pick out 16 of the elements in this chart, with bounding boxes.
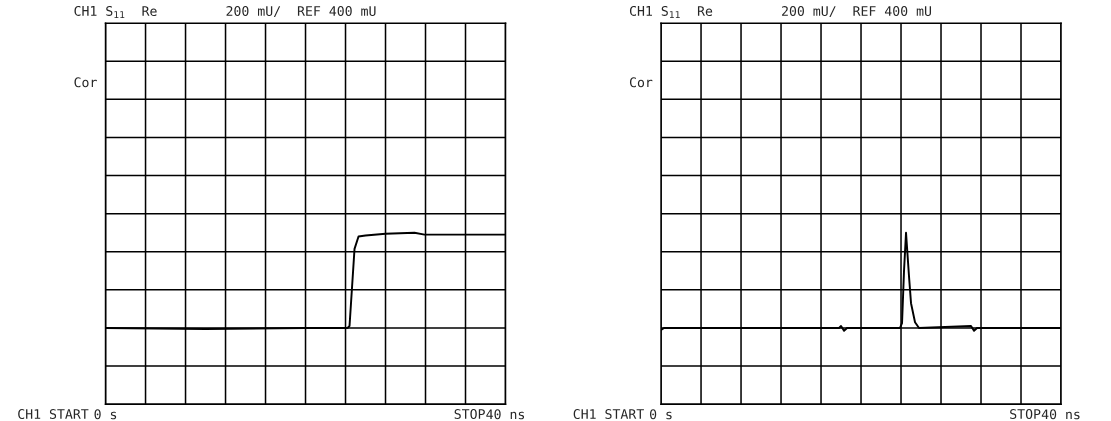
text: Re xyxy=(697,6,713,17)
text: CH1 START xyxy=(18,409,89,420)
text: Re xyxy=(142,6,157,17)
x-tick-label: 0 s xyxy=(94,409,117,420)
text: 200 mU/ REF 400 mU xyxy=(226,6,376,18)
x-tick-label: 40 ns xyxy=(1041,409,1080,420)
text: CH1 S$_{11}$ xyxy=(74,5,125,18)
text: Cor xyxy=(74,77,97,88)
x-tick-label: 40 ns xyxy=(486,409,525,420)
text: STOP xyxy=(454,409,485,420)
text: Cor xyxy=(629,77,653,88)
text: 200 mU/ REF 400 mU xyxy=(782,6,932,18)
x-tick-label: 0 s xyxy=(649,409,672,420)
text: CH1 S$_{11}$ xyxy=(629,5,680,18)
text: STOP xyxy=(1010,409,1041,420)
text: CH1 START xyxy=(573,409,644,420)
